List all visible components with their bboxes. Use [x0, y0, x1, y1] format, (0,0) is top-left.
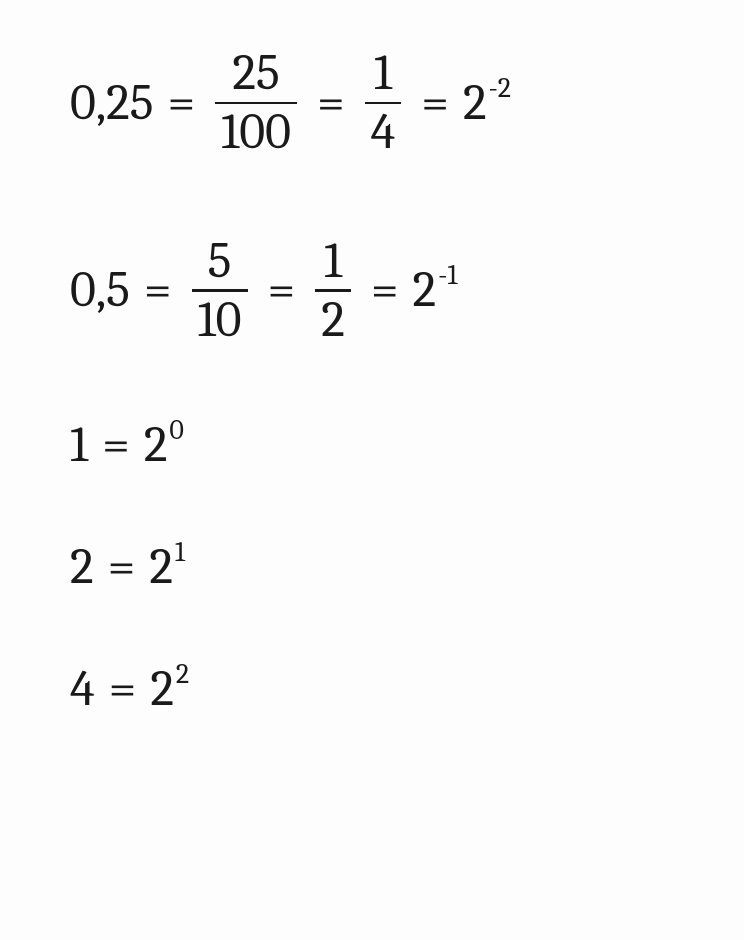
- power-exponent: 0: [169, 416, 183, 444]
- fraction-denominator: 100: [215, 104, 297, 161]
- power: 2 -1: [413, 265, 458, 315]
- equals-sign: =: [109, 664, 137, 714]
- power-base: 2: [150, 664, 174, 714]
- equation-line: 0,25 = 25 100 = 1 4 = 2 -2: [70, 45, 694, 161]
- power: 2 -2: [463, 78, 511, 128]
- equation-page: 0,25 = 25 100 = 1 4 = 2 -2 0,5 = 5 10 = …: [0, 0, 744, 759]
- fraction: 1 2: [315, 233, 351, 349]
- equals-sign: =: [268, 265, 296, 315]
- power-base: 2: [463, 78, 487, 128]
- lhs-value: 0,5: [70, 265, 130, 315]
- power: 2 0: [144, 420, 184, 470]
- power-exponent: 2: [176, 660, 189, 688]
- fraction: 1 4: [365, 45, 402, 161]
- fraction-numerator: 25: [226, 45, 285, 102]
- power: 2 2: [150, 664, 189, 714]
- fraction-numerator: 5: [202, 233, 238, 290]
- power: 2 1: [149, 542, 185, 592]
- equals-sign: =: [102, 420, 130, 470]
- fraction: 25 100: [215, 45, 297, 161]
- equation-line: 0,5 = 5 10 = 1 2 = 2 -1: [70, 233, 694, 349]
- power-exponent: -2: [489, 74, 511, 102]
- power-exponent: 1: [175, 538, 185, 566]
- lhs-value: 1: [70, 420, 88, 470]
- fraction-denominator: 2: [315, 292, 351, 349]
- fraction-numerator: 1: [318, 233, 348, 290]
- lhs-value: 0,25: [70, 78, 153, 128]
- power-base: 2: [144, 420, 168, 470]
- power-base: 2: [149, 542, 173, 592]
- equation-line: 4 = 2 2: [70, 664, 694, 714]
- equals-sign: =: [371, 265, 399, 315]
- fraction-denominator: 4: [365, 104, 402, 161]
- lhs-value: 2: [70, 542, 94, 592]
- equals-sign: =: [108, 542, 136, 592]
- fraction: 5 10: [192, 233, 248, 349]
- equation-line: 2 = 2 1: [70, 542, 694, 592]
- lhs-value: 4: [70, 664, 95, 714]
- power-exponent: -1: [438, 261, 457, 289]
- fraction-numerator: 1: [368, 45, 398, 102]
- equals-sign: =: [317, 78, 345, 128]
- power-base: 2: [413, 265, 437, 315]
- equals-sign: =: [167, 78, 195, 128]
- fraction-denominator: 10: [192, 292, 248, 349]
- equals-sign: =: [144, 265, 172, 315]
- equation-line: 1 = 2 0: [70, 420, 694, 470]
- equals-sign: =: [421, 78, 449, 128]
